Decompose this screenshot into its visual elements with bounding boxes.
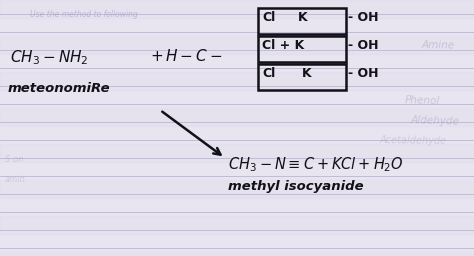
Text: $CH_3 - N{\equiv}C + KCl + H_2O$: $CH_3 - N{\equiv}C + KCl + H_2O$ [228,155,404,174]
Text: K: K [298,11,308,24]
Text: Aldehyde: Aldehyde [411,115,460,127]
Text: amin: amin [5,175,26,184]
Text: $CH_3-NH_2$: $CH_3-NH_2$ [10,48,89,67]
Text: K: K [302,67,311,80]
Text: - OH: - OH [348,11,379,24]
Text: Phenol: Phenol [404,95,440,106]
Text: Acetaldehyde: Acetaldehyde [380,135,447,146]
Text: $+\,H - C -$: $+\,H - C -$ [150,48,222,64]
Text: Use the method to following: Use the method to following [30,10,138,19]
Bar [258,64,346,90]
Text: methyl isocyanide: methyl isocyanide [228,180,364,193]
Text: S on: S on [5,155,23,164]
Text: Cl + K: Cl + K [262,39,304,52]
Bar [258,36,346,62]
Text: - OH: - OH [348,67,379,80]
Bar [258,8,346,34]
Text: meteonomiRe: meteonomiRe [8,82,110,95]
Text: - OH: - OH [348,39,379,52]
Text: Cl: Cl [262,67,275,80]
Text: Amine: Amine [422,40,455,51]
Text: Cl: Cl [262,11,275,24]
